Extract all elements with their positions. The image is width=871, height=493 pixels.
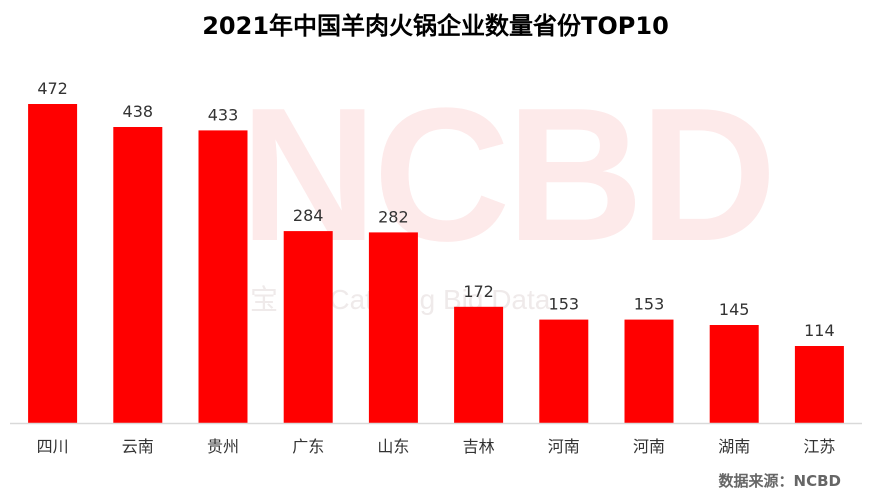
bar-3 <box>283 231 333 423</box>
data-label-9: 114 <box>804 321 835 340</box>
category-label-5: 吉林 <box>463 437 495 456</box>
category-label-3: 广东 <box>292 437 324 456</box>
data-source: 数据来源：NCBD <box>718 472 841 490</box>
data-label-6: 153 <box>549 295 580 314</box>
category-label-1: 云南 <box>122 437 154 456</box>
data-label-4: 282 <box>378 207 409 226</box>
bar-2 <box>198 130 248 423</box>
bar-8 <box>709 325 759 423</box>
category-label-4: 山东 <box>377 437 409 456</box>
bar-5 <box>454 306 504 423</box>
category-label-7: 河南 <box>633 437 665 456</box>
category-label-2: 贵州 <box>207 437 239 456</box>
data-label-2: 433 <box>208 105 239 124</box>
data-label-5: 172 <box>463 282 494 301</box>
bar-9 <box>794 346 844 423</box>
data-label-0: 472 <box>37 79 68 98</box>
data-label-1: 438 <box>123 102 154 121</box>
bar-6 <box>539 319 589 423</box>
data-label-3: 284 <box>293 206 324 225</box>
data-label-8: 145 <box>719 300 750 319</box>
category-label-0: 四川 <box>37 437 69 456</box>
data-label-7: 153 <box>634 295 665 314</box>
bar-0 <box>28 104 78 423</box>
bar-7 <box>624 319 674 423</box>
bar-4 <box>368 232 418 423</box>
category-label-6: 河南 <box>548 437 580 456</box>
bar-1 <box>113 127 163 423</box>
category-label-8: 湖南 <box>718 437 750 456</box>
chart-title: 2021年中国羊肉火锅企业数量省份TOP10 <box>202 12 669 40</box>
category-label-9: 江苏 <box>803 437 835 456</box>
